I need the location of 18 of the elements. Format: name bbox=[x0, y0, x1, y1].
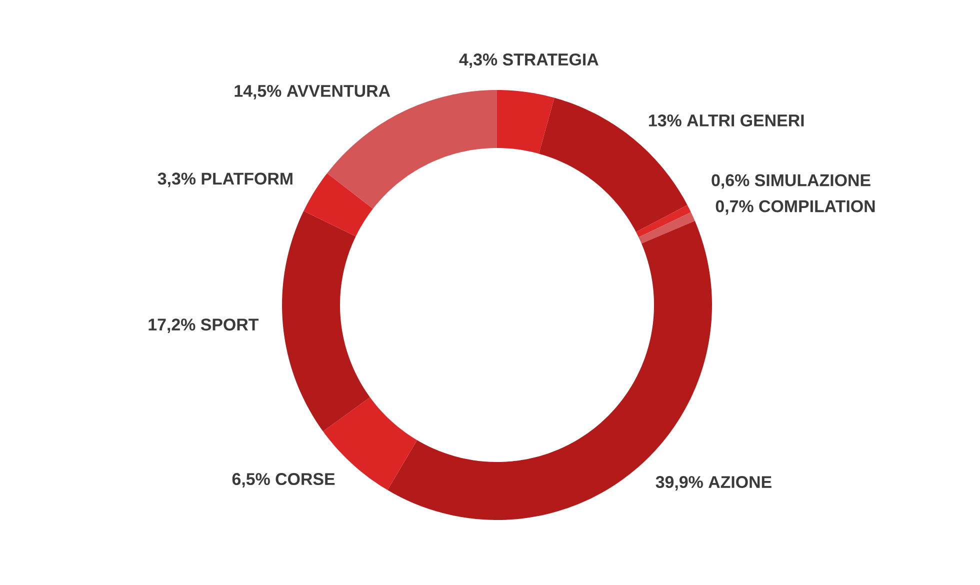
data-label: 14,5% bbox=[234, 84, 282, 100]
slice-label: ALTRI GENERI bbox=[686, 114, 804, 126]
slice-label: STRATEGIA bbox=[502, 54, 598, 66]
slice-label: CORSE bbox=[276, 473, 335, 486]
slice-label: PLATFORM bbox=[202, 172, 292, 185]
slice-label: AVVENTURA bbox=[286, 85, 390, 97]
data-label: 6,5% bbox=[232, 473, 270, 488]
data-label: 39,9% bbox=[656, 476, 703, 490]
slice-label: SIMULAZIONE bbox=[754, 174, 870, 186]
slice-label: AZIONE bbox=[708, 476, 772, 488]
data-label: 17,2% bbox=[148, 318, 196, 334]
data-label: 13% bbox=[649, 114, 682, 126]
data-label: 0,7% bbox=[716, 200, 754, 215]
slice-label: COMPILATION bbox=[759, 200, 875, 212]
data-label: 3,3% bbox=[158, 172, 196, 188]
data-label: 0,6% bbox=[712, 174, 750, 189]
data-label: 4,3% bbox=[459, 54, 498, 68]
slice-label: SPORT bbox=[200, 318, 259, 331]
